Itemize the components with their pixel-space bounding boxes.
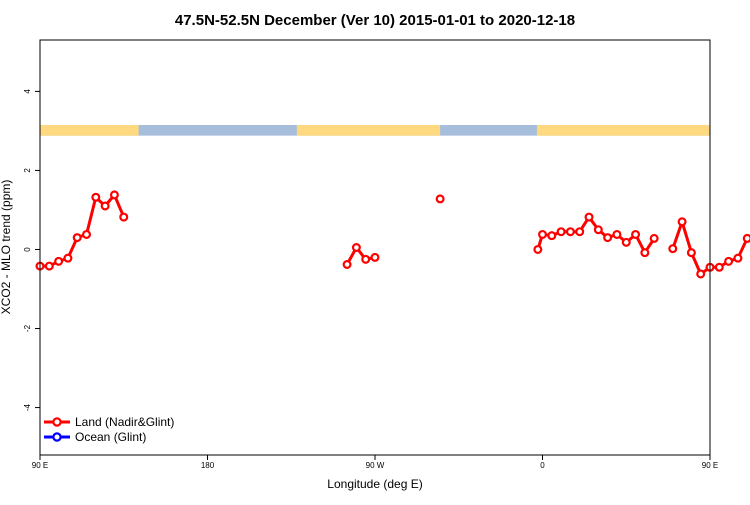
chart-title: 47.5N-52.5N December (Ver 10) 2015-01-01…: [175, 12, 575, 29]
data-point: [351, 243, 361, 253]
data-point: [714, 262, 724, 272]
series-line: [345, 246, 376, 266]
data-point: [733, 253, 743, 263]
data-point: [63, 253, 73, 263]
data-point: [565, 227, 575, 237]
data-point: [435, 194, 445, 204]
legend-label: Land (Nadir&Glint): [75, 415, 174, 429]
y-axis: -4 -2 0 2 4: [23, 89, 40, 411]
data-point: [612, 229, 622, 239]
data-point: [584, 212, 594, 222]
x-tick-label: 0: [540, 461, 545, 470]
legend-marker: [52, 432, 62, 442]
band-land: [296, 124, 441, 136]
data-point: [686, 248, 696, 258]
data-point: [100, 201, 110, 211]
data-point: [649, 233, 659, 243]
data-point: [370, 252, 380, 262]
data-point: [82, 229, 92, 239]
data-point: [547, 231, 557, 241]
x-tick-label: 180: [201, 461, 215, 470]
data-point: [342, 259, 352, 269]
legend-label: Ocean (Glint): [75, 430, 146, 444]
data-point: [621, 237, 631, 247]
data-point: [603, 233, 613, 243]
y-tick-label: 4: [23, 89, 32, 94]
data-point: [533, 244, 543, 254]
data-point: [91, 192, 101, 202]
data-point: [72, 233, 82, 243]
legend: Land (Nadir&Glint)Ocean (Glint): [44, 415, 174, 444]
y-axis-label: XCO2 - MLO trend (ppm): [0, 180, 13, 315]
x-axis-label: Longitude (deg E): [327, 477, 422, 491]
data-series: [35, 190, 750, 279]
y-tick-label: -2: [23, 324, 32, 332]
data-point: [361, 254, 371, 264]
data-point: [631, 229, 641, 239]
band-land: [536, 124, 710, 136]
legend-marker: [52, 417, 62, 427]
series-line: [40, 193, 126, 268]
data-point: [44, 261, 54, 271]
x-tick-label: 90 W: [366, 461, 385, 470]
data-point: [724, 256, 734, 266]
data-point: [742, 233, 750, 243]
data-point: [640, 248, 650, 258]
plot-frame: [39, 39, 711, 456]
y-tick-label: -4: [23, 403, 32, 411]
data-point: [575, 227, 585, 237]
series: [35, 190, 750, 279]
data-point: [677, 217, 687, 227]
y-tick-label: 0: [23, 247, 32, 252]
x-tick-label: 90 E: [702, 461, 718, 470]
data-point: [119, 212, 129, 222]
data-point: [668, 244, 678, 254]
x-tick-label: 90 E: [32, 461, 48, 470]
surface-type-band: [40, 124, 710, 136]
data-point: [556, 227, 566, 237]
data-point: [537, 229, 547, 239]
data-point: [54, 256, 64, 266]
y-tick-label: 2: [23, 168, 32, 173]
x-axis: 90 E 180 90 W 0 90 E: [32, 455, 718, 470]
data-point: [109, 190, 119, 200]
data-point: [696, 269, 706, 279]
data-point: [593, 225, 603, 235]
band-land: [40, 124, 139, 136]
